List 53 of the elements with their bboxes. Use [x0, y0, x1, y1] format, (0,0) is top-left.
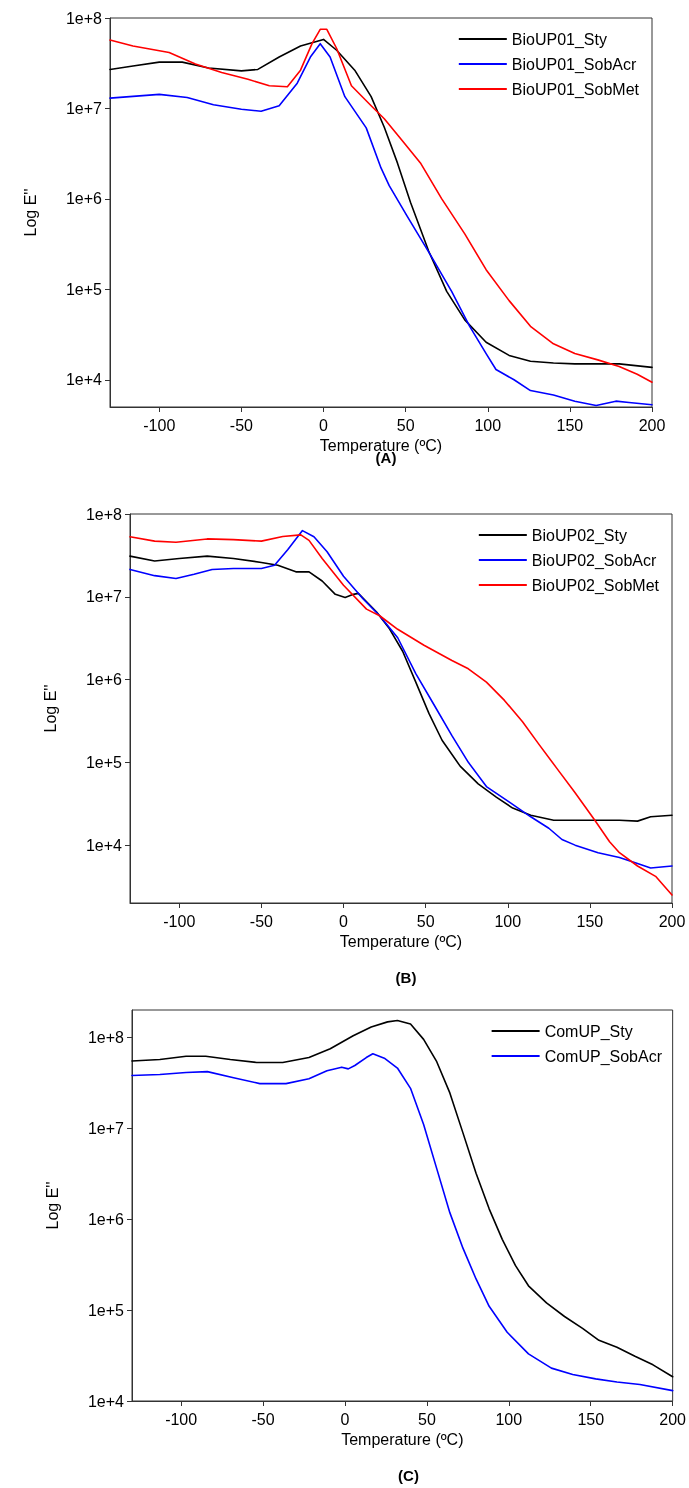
x-tick-label: 50: [396, 416, 415, 434]
x-tick-label: -50: [251, 1410, 275, 1428]
y-tick-label: 1e+6: [87, 1210, 125, 1228]
y-tick-label: 1e+5: [87, 1301, 125, 1319]
y-tick-label: 1e+8: [85, 505, 123, 523]
x-tick-label: 150: [577, 1410, 605, 1428]
y-tick-label: 1e+4: [87, 1392, 125, 1410]
y-tick-label: 1e+7: [87, 1119, 125, 1137]
y-tick-label: 1e+8: [87, 1028, 125, 1046]
y-tick-label: 1e+4: [65, 371, 103, 389]
y-tick-label: 1e+5: [85, 753, 123, 771]
x-axis-title: Temperature (ºC): [339, 933, 463, 951]
x-axis-title: Temperature (ºC): [341, 1431, 464, 1449]
x-tick-label: 0: [339, 912, 349, 930]
x-tick-label: 100: [494, 912, 522, 930]
line-series: [129, 555, 673, 822]
x-tick-label: 200: [658, 912, 686, 930]
legend-label: BioUP02_Sty: [531, 526, 627, 545]
y-axis-title: Log E'': [41, 684, 59, 733]
text: (B): [395, 969, 417, 986]
legend-label: ComUP_SobAcr: [544, 1047, 663, 1066]
x-tick-label: 0: [319, 416, 329, 434]
text: (C): [398, 1467, 419, 1484]
x-tick-label: 100: [474, 416, 502, 434]
y-tick-label: 1e+6: [65, 190, 103, 208]
legend-label: BioUP02_SobAcr: [531, 551, 657, 570]
y-tick-label: 1e+7: [65, 99, 103, 117]
y-axis-title: Log E'': [21, 188, 39, 237]
x-tick-label: -50: [229, 416, 254, 434]
x-tick-label: 150: [556, 416, 584, 434]
x-tick-label: 200: [638, 416, 666, 434]
y-tick-label: 1e+4: [85, 836, 123, 854]
x-tick-label: 200: [659, 1410, 687, 1428]
legend-label: BioUP01_SobAcr: [511, 55, 637, 74]
legend-label: BioUP02_SobMet: [531, 576, 660, 595]
y-tick-label: 1e+5: [65, 280, 103, 298]
y-tick-label: 1e+6: [85, 671, 123, 689]
legend-label: BioUP01_SobMet: [511, 80, 640, 99]
y-tick-label: 1e+8: [65, 9, 103, 27]
y-axis-title: Log E'': [43, 1181, 61, 1230]
x-tick-label: 50: [416, 912, 435, 930]
x-tick-label: -50: [249, 912, 274, 930]
legend-label: ComUP_Sty: [544, 1022, 633, 1041]
x-tick-label: -100: [165, 1410, 198, 1428]
x-axis-title: Temperature (ºC): [319, 437, 443, 455]
y-tick-label: 1e+7: [85, 588, 123, 606]
x-tick-label: -100: [163, 912, 196, 930]
x-tick-label: -100: [143, 416, 176, 434]
x-tick-label: 50: [418, 1410, 436, 1428]
legend-label: BioUP01_Sty: [511, 30, 607, 49]
x-tick-label: 150: [576, 912, 604, 930]
x-tick-label: 0: [340, 1410, 350, 1428]
x-tick-label: 100: [495, 1410, 523, 1428]
